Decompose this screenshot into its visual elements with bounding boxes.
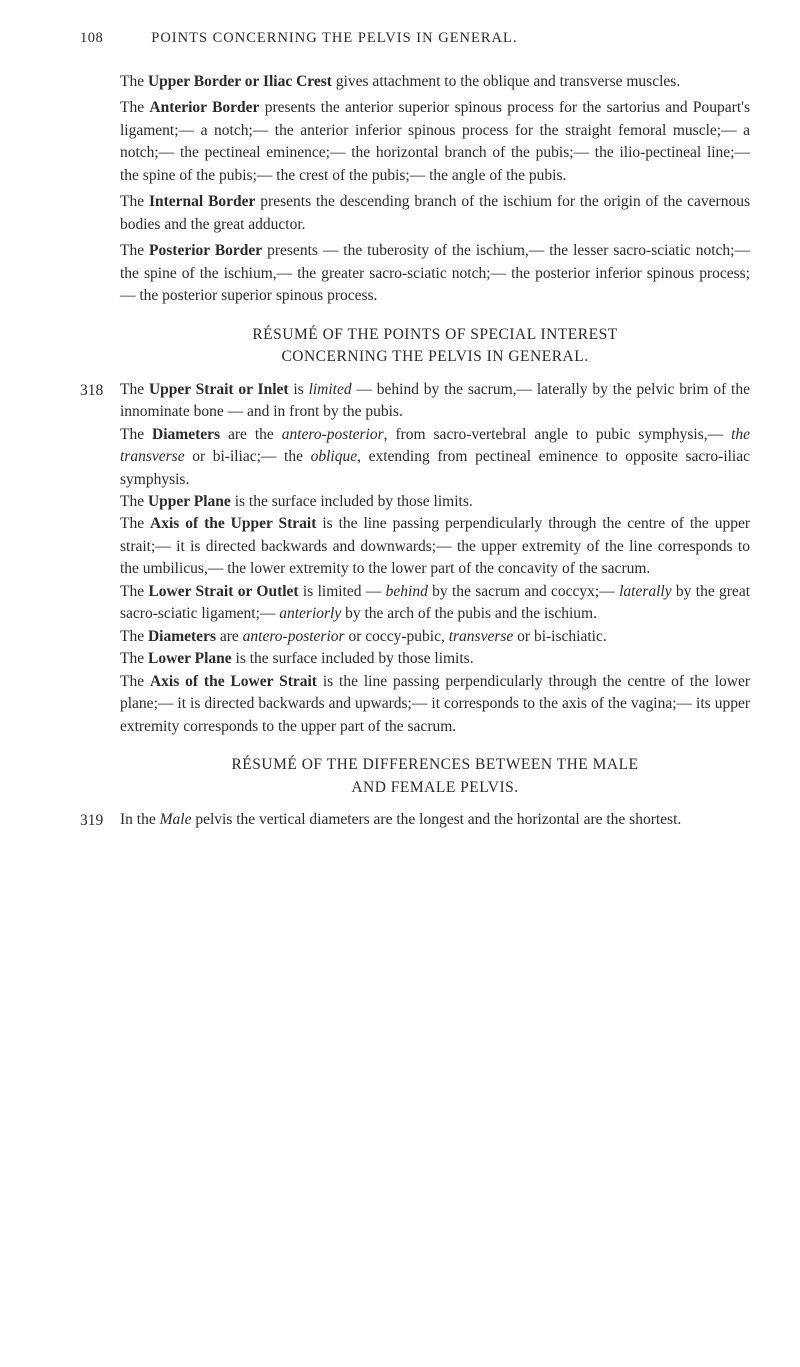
text: The xyxy=(120,242,149,259)
text: The xyxy=(120,193,149,210)
heading-line: RÉSUMÉ OF THE DIFFERENCES BETWEEN THE MA… xyxy=(120,754,750,776)
term-upper-border: Upper Border or Iliac Crest xyxy=(148,73,332,90)
term-behind: behind xyxy=(386,583,428,600)
paragraph-body: In the Male pelvis the vertical diameter… xyxy=(120,809,750,832)
text: by the sacrum and coccyx;— xyxy=(428,583,619,600)
term-posterior-border: Posterior Border xyxy=(149,242,262,259)
heading-line: CONCERNING THE PELVIS IN GENERAL. xyxy=(120,346,750,368)
text: are the xyxy=(220,426,282,443)
paragraph-internal-border: The Internal Border presents the descend… xyxy=(80,191,750,236)
text: The xyxy=(120,628,148,645)
text: are xyxy=(216,628,243,645)
term-lower-plane: Lower Plane xyxy=(148,650,232,667)
term-axis-upper-strait: Axis of the Upper Strait xyxy=(150,515,316,532)
paragraph-lower-plane: The Lower Plane is the surface included … xyxy=(120,648,750,670)
term-upper-plane: Upper Plane xyxy=(148,493,231,510)
page-header: 108 POINTS CONCERNING THE PELVIS IN GENE… xyxy=(80,30,750,47)
term-diameters: Diameters xyxy=(148,628,216,645)
term-laterally: laterally xyxy=(619,583,672,600)
paragraph-upper-plane: The Upper Plane is the surface included … xyxy=(120,491,750,513)
term-limited: limited xyxy=(309,381,352,398)
paragraph-anterior-border: The Anterior Border presents the anterio… xyxy=(80,97,750,187)
paragraph-posterior-border: The Posterior Border presents — the tube… xyxy=(80,240,750,307)
text: , from sacro-vertebral angle to pubic sy… xyxy=(384,426,731,443)
page-number: 108 xyxy=(80,30,103,47)
paragraph-lower-strait: The Lower Strait or Outlet is limited — … xyxy=(120,581,750,626)
paragraph-diameters-upper: The Diameters are the antero-posterior, … xyxy=(120,424,750,491)
text: pelvis the vertical diameters are the lo… xyxy=(191,811,681,828)
term-axis-lower-strait: Axis of the Lower Strait xyxy=(150,673,317,690)
text: The xyxy=(120,650,148,667)
text: or bi-iliac;— the xyxy=(185,448,311,465)
text: is the surface included by those limits. xyxy=(231,493,473,510)
text: or bi-ischiatic. xyxy=(513,628,606,645)
paragraph-axis-upper-strait: The Axis of the Upper Strait is the line… xyxy=(120,513,750,580)
text: The xyxy=(120,426,152,443)
paragraph-upper-border: The Upper Border or Iliac Crest gives at… xyxy=(80,71,750,93)
term-upper-strait: Upper Strait or Inlet xyxy=(149,381,289,398)
text: The xyxy=(120,515,150,532)
text: In the xyxy=(120,811,160,828)
page-container: 108 POINTS CONCERNING THE PELVIS IN GENE… xyxy=(0,0,800,867)
numbered-paragraph-319: 319 In the Male pelvis the vertical diam… xyxy=(80,809,750,832)
term-internal-border: Internal Border xyxy=(149,193,255,210)
text: is xyxy=(289,381,309,398)
text: The xyxy=(120,673,150,690)
term-oblique: oblique xyxy=(311,448,358,465)
text: gives attachment to the oblique and tran… xyxy=(332,73,680,90)
text: by the arch of the pubis and the ischium… xyxy=(341,605,597,622)
running-title: POINTS CONCERNING THE PELVIS IN GENERAL. xyxy=(151,30,517,47)
text: The xyxy=(120,99,149,116)
term-antero-posterior: antero-posterior xyxy=(282,426,384,443)
term-anterior-border: Anterior Border xyxy=(149,99,259,116)
paragraph-upper-strait: The Upper Strait or Inlet is limited — b… xyxy=(120,379,750,424)
paragraph-male-pelvis: In the Male pelvis the vertical diameter… xyxy=(120,809,750,831)
heading-line: AND FEMALE PELVIS. xyxy=(120,777,750,799)
section-heading-resume-points: RÉSUMÉ OF THE POINTS OF SPECIAL INTEREST… xyxy=(80,324,750,369)
paragraph-number: 319 xyxy=(80,809,120,832)
text: The xyxy=(120,493,148,510)
text: The xyxy=(120,381,149,398)
numbered-paragraph-318: 318 The Upper Strait or Inlet is limited… xyxy=(80,379,750,739)
section-heading-resume-differences: RÉSUMÉ OF THE DIFFERENCES BETWEEN THE MA… xyxy=(80,754,750,799)
text: is the surface included by those limits. xyxy=(232,650,474,667)
term-anteriorly: anteriorly xyxy=(279,605,341,622)
text: is limited — xyxy=(299,583,386,600)
paragraph-axis-lower-strait: The Axis of the Lower Strait is the line… xyxy=(120,671,750,738)
heading-line: RÉSUMÉ OF THE POINTS OF SPECIAL INTEREST xyxy=(120,324,750,346)
term-transverse: transverse xyxy=(449,628,514,645)
text: The xyxy=(120,583,148,600)
text: or coccy-pubic, xyxy=(345,628,449,645)
paragraph-diameters-lower: The Diameters are antero-posterior or co… xyxy=(120,626,750,648)
term-diameters: Diameters xyxy=(152,426,220,443)
paragraph-body: The Upper Strait or Inlet is limited — b… xyxy=(120,379,750,739)
text: The xyxy=(120,73,148,90)
term-male: Male xyxy=(160,811,192,828)
term-antero-posterior: antero-posterior xyxy=(243,628,345,645)
term-lower-strait: Lower Strait or Outlet xyxy=(148,583,298,600)
paragraph-number: 318 xyxy=(80,379,120,739)
